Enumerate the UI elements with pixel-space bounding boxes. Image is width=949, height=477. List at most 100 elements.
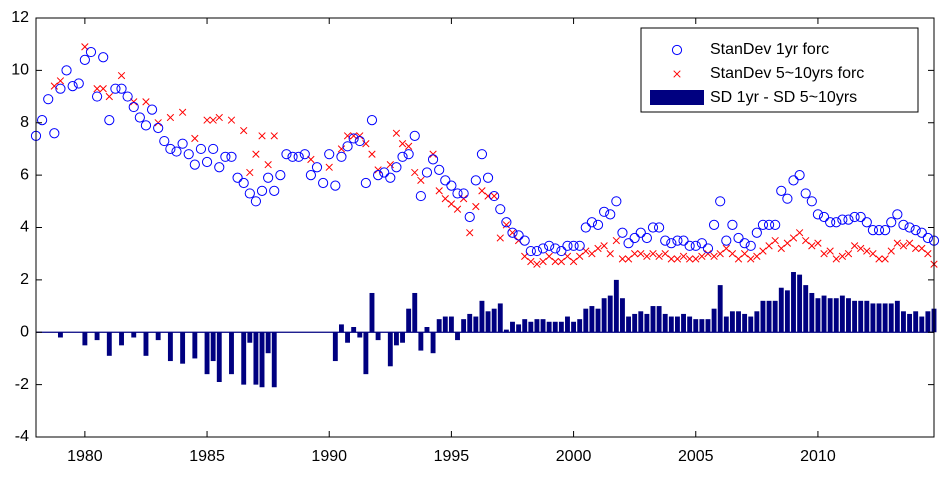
circle-marker xyxy=(812,209,824,220)
bar xyxy=(241,332,247,385)
circle-marker xyxy=(574,240,585,251)
bar xyxy=(57,332,63,338)
x-marker xyxy=(404,142,413,150)
bar xyxy=(662,313,668,333)
x-marker xyxy=(417,176,425,185)
circle-marker xyxy=(183,149,194,160)
bar xyxy=(852,300,858,333)
circle-marker xyxy=(696,238,707,249)
bar xyxy=(601,298,607,333)
x-marker xyxy=(539,257,547,266)
x-marker xyxy=(93,85,101,93)
bar xyxy=(143,332,149,356)
x-marker xyxy=(472,202,480,211)
circle-marker xyxy=(201,156,213,168)
circle-marker xyxy=(849,211,860,223)
bar xyxy=(534,319,540,333)
bar xyxy=(613,279,619,333)
x-marker xyxy=(191,134,199,143)
bar xyxy=(528,321,534,333)
x-marker xyxy=(740,250,749,258)
x-marker xyxy=(429,150,437,158)
bar xyxy=(155,332,161,341)
circle-marker xyxy=(440,175,451,186)
x-marker xyxy=(154,119,162,127)
circle-marker xyxy=(165,143,176,155)
x-marker xyxy=(606,250,614,258)
x-marker xyxy=(527,257,535,266)
bar xyxy=(442,316,448,333)
circle-marker xyxy=(654,222,665,233)
bar xyxy=(864,300,870,333)
bar xyxy=(253,332,259,385)
x-marker xyxy=(203,116,211,124)
bar xyxy=(632,313,638,333)
x-marker xyxy=(655,252,663,260)
bar xyxy=(436,319,442,333)
bar xyxy=(461,319,467,333)
circle-marker xyxy=(244,188,255,199)
circle-marker xyxy=(501,217,512,228)
circle-marker xyxy=(904,222,915,233)
bar xyxy=(656,306,662,333)
x-marker xyxy=(783,239,792,247)
bar xyxy=(247,332,253,343)
circle-marker xyxy=(470,175,481,186)
bar xyxy=(412,292,418,333)
bar xyxy=(754,311,760,333)
x-marker xyxy=(710,252,718,260)
bar xyxy=(406,308,412,333)
x-marker xyxy=(252,150,260,158)
circle-marker xyxy=(898,219,909,230)
bar xyxy=(565,316,570,333)
circle-marker xyxy=(617,227,628,238)
x-marker xyxy=(722,244,730,253)
bar xyxy=(607,295,613,333)
bar xyxy=(192,332,198,359)
circle-marker xyxy=(733,232,744,244)
bar xyxy=(558,321,564,333)
circle-marker xyxy=(287,151,298,162)
x-marker xyxy=(362,140,370,148)
circle-marker xyxy=(269,185,280,196)
y-tick-label: 12 xyxy=(11,9,29,26)
circle-marker xyxy=(544,240,555,251)
circle-marker xyxy=(831,217,842,228)
circle-marker xyxy=(281,149,292,160)
circle-marker xyxy=(873,225,885,236)
x-marker xyxy=(270,132,278,140)
x-marker xyxy=(490,192,498,200)
bar xyxy=(638,311,644,333)
circle-marker xyxy=(599,206,610,217)
circle-marker xyxy=(611,196,622,207)
x-marker xyxy=(753,252,761,260)
bar xyxy=(271,332,277,388)
circle-marker xyxy=(153,122,164,134)
x-marker xyxy=(802,236,810,245)
circle-marker xyxy=(525,245,536,257)
x-marker xyxy=(759,247,767,255)
circle-marker xyxy=(568,240,579,251)
circle-marker xyxy=(586,217,598,228)
bar xyxy=(94,332,100,341)
circle-marker xyxy=(421,167,433,178)
circle-marker xyxy=(727,219,738,230)
circle-marker xyxy=(366,115,378,126)
circle-marker xyxy=(788,175,799,186)
bar xyxy=(784,290,790,333)
bar xyxy=(760,300,766,333)
circle-marker xyxy=(739,238,750,249)
circle-marker xyxy=(427,154,439,165)
x-marker xyxy=(643,252,651,260)
bar xyxy=(644,313,650,333)
bar xyxy=(577,319,583,333)
x-marker xyxy=(844,250,853,258)
x-marker xyxy=(56,77,65,85)
x-marker xyxy=(453,205,462,213)
bar xyxy=(589,306,595,333)
bar xyxy=(332,332,338,362)
bar xyxy=(748,316,754,333)
x-tick-label: 1980 xyxy=(67,448,103,465)
x-marker xyxy=(441,195,449,203)
